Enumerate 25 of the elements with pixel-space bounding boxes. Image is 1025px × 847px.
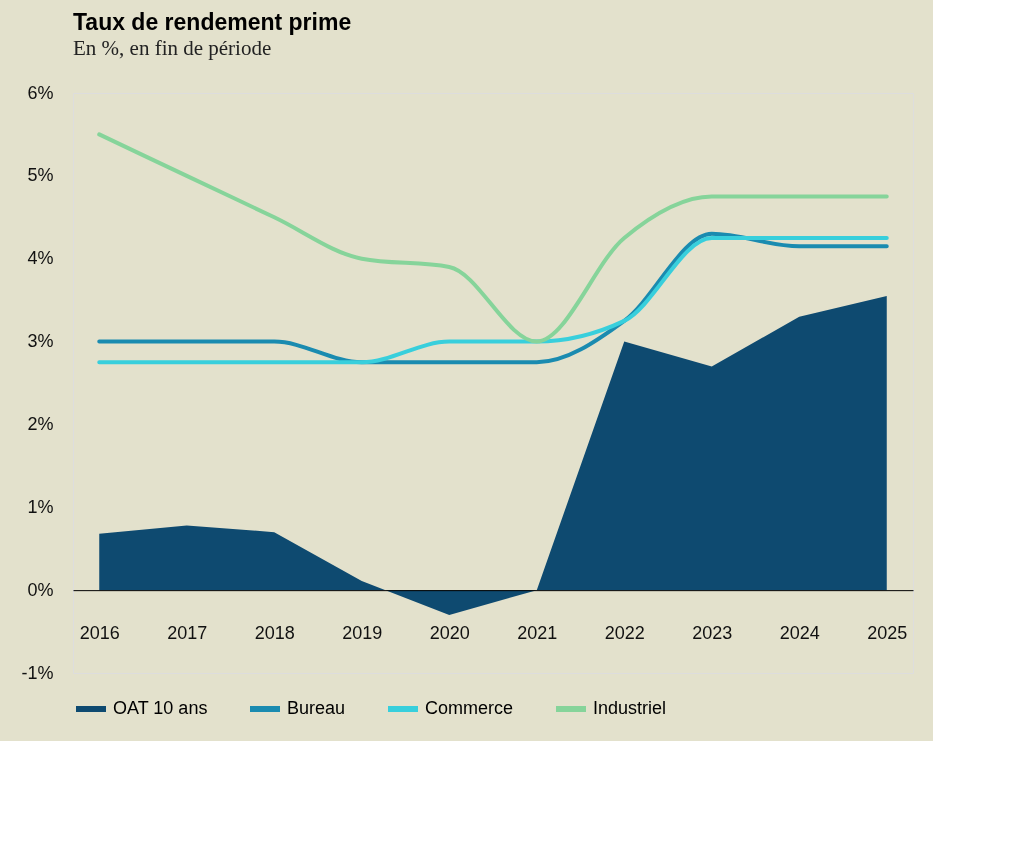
chart-subtitle: En %, en fin de période [73, 36, 272, 60]
legend-label: Commerce [425, 698, 514, 718]
x-tick-label: 2017 [167, 622, 208, 643]
legend-label: Bureau [287, 698, 346, 718]
x-tick-label: 2022 [604, 622, 645, 643]
x-tick-label: 2025 [867, 622, 908, 643]
line-series [97, 132, 889, 344]
y-tick-label: 4% [27, 248, 54, 269]
x-tick-label: 2021 [517, 622, 558, 643]
y-tick-label: 5% [27, 165, 54, 186]
y-tick-label: -1% [21, 662, 54, 683]
x-tick-label: 2018 [254, 622, 295, 643]
y-tick-label: 3% [27, 331, 54, 352]
x-tick-label: 2019 [342, 622, 383, 643]
legend-label: Industriel [593, 698, 667, 718]
x-tick-label: 2016 [79, 622, 120, 643]
legend-label: OAT 10 ans [113, 698, 208, 718]
x-tick-label: 2020 [429, 622, 470, 643]
y-tick-label: 2% [27, 413, 54, 434]
x-tick-label: 2024 [779, 622, 820, 643]
chart-title: Taux de rendement prime [73, 9, 352, 35]
x-tick-label: 2023 [692, 622, 733, 643]
y-tick-label: 1% [27, 496, 54, 517]
y-tick-label: 6% [27, 82, 54, 103]
y-tick-label: 0% [27, 579, 54, 600]
